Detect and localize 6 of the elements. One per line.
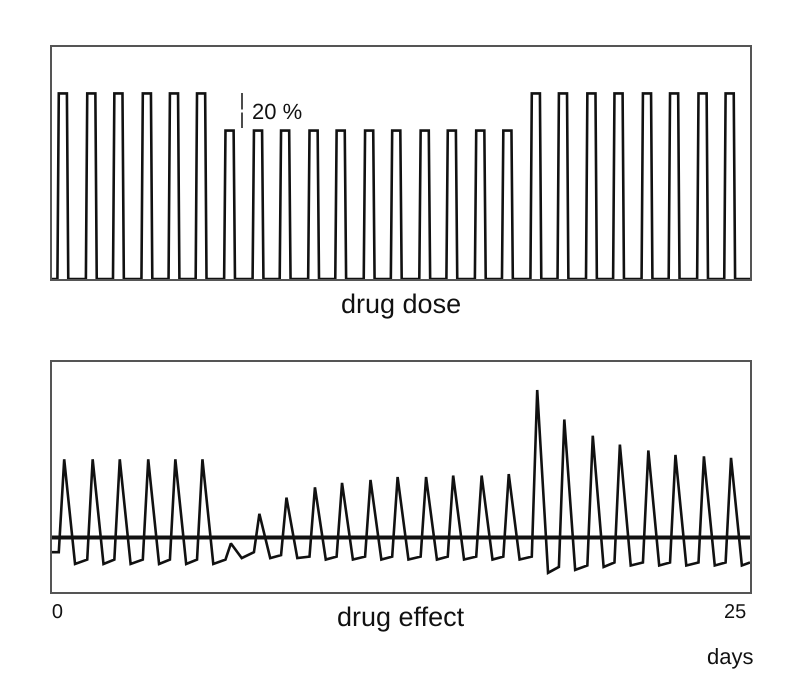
x-tick-label: 25: [724, 600, 746, 623]
annotation: 20 %: [252, 99, 302, 124]
x-axis-title: drug dose: [341, 289, 462, 319]
x-axis-title: drug effect: [337, 602, 465, 632]
text: days: [707, 644, 754, 669]
x-tick-label: 0: [52, 600, 63, 623]
